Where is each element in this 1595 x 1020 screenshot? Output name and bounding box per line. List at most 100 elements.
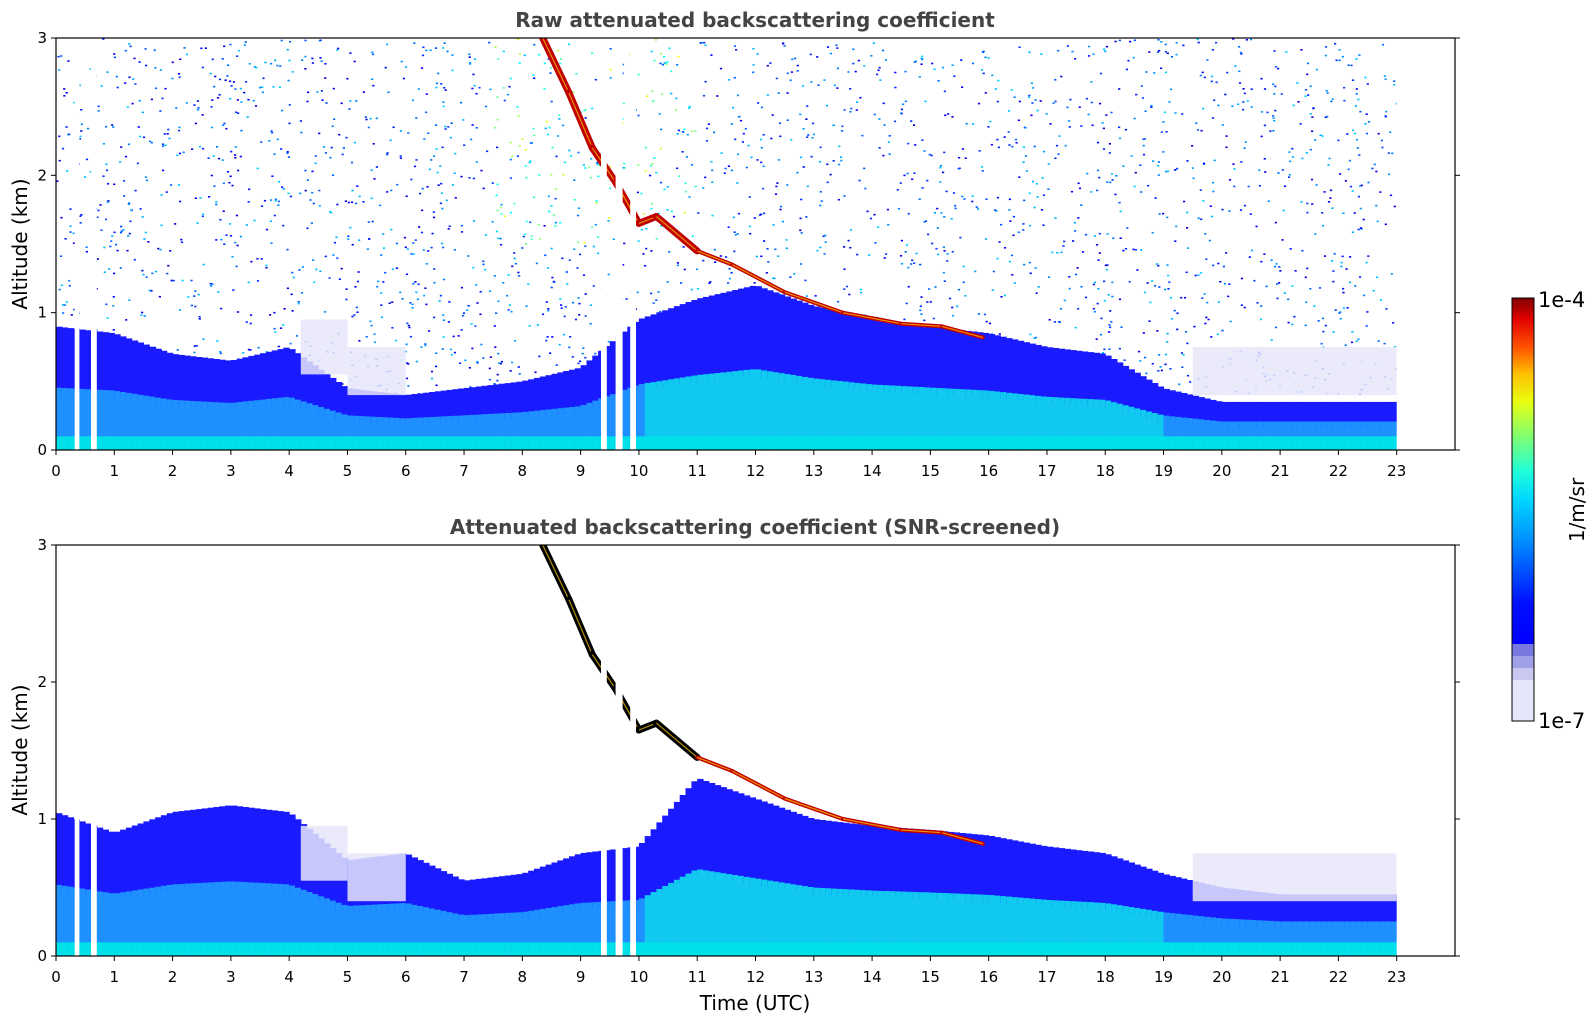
aerosol-layer-column xyxy=(423,862,430,914)
noise-pixel xyxy=(299,120,302,122)
noise-pixel xyxy=(191,148,194,150)
noise-pixel xyxy=(200,47,203,50)
noise-pixel xyxy=(235,265,238,268)
noise-pixel xyxy=(852,62,855,65)
noise-pixel xyxy=(235,111,238,114)
noise-pixel xyxy=(707,123,710,125)
noise-pixel xyxy=(670,92,673,95)
surface-layer-column xyxy=(137,942,144,956)
surface-layer-column xyxy=(1361,436,1369,450)
noise-pixel xyxy=(1080,285,1083,288)
aerosol-layer-column xyxy=(1239,889,1246,927)
noise-pixel xyxy=(451,184,454,186)
noise-pixel xyxy=(1243,147,1246,149)
noise-pixel xyxy=(441,146,444,149)
noise-pixel xyxy=(990,143,993,146)
aerosol-layer-column xyxy=(201,882,209,956)
noise-pixel xyxy=(1229,320,1232,323)
noise-pixel xyxy=(414,239,417,241)
aerosol-layer-column xyxy=(160,815,168,893)
noise-pixel xyxy=(907,266,910,269)
noise-pixel xyxy=(991,289,994,291)
aerosol-layer-column xyxy=(1076,350,1083,406)
aerosol-layer-column xyxy=(947,388,955,450)
surface-layer-column xyxy=(1385,436,1392,450)
aerosol-layer-column xyxy=(295,399,302,450)
noise-pixel xyxy=(442,105,445,108)
aerosol-layer-column xyxy=(749,797,757,885)
aerosol-layer-column xyxy=(1303,921,1310,956)
noise-pixel xyxy=(1176,312,1179,315)
noise-pixel xyxy=(1376,220,1379,223)
colorbar-max-label: 1e-4 xyxy=(1538,288,1585,312)
surface-layer-column xyxy=(114,436,121,450)
noise-pixel xyxy=(450,354,453,356)
surface-layer-column xyxy=(574,942,582,956)
aerosol-layer-column xyxy=(429,865,436,916)
surface-layer-column xyxy=(411,436,418,450)
noise-pixel xyxy=(562,174,565,176)
surface-layer-column xyxy=(341,942,348,956)
noise-pixel xyxy=(1327,201,1331,203)
noise-pixel xyxy=(518,275,521,277)
noise-pixel xyxy=(767,261,770,263)
noise-pixel xyxy=(232,81,235,83)
noise-pixel xyxy=(201,66,204,69)
noise-pixel xyxy=(403,236,406,239)
noise-pixel xyxy=(1388,173,1391,176)
aerosol-layer-column xyxy=(1116,905,1124,956)
aerosol-layer-column xyxy=(510,382,518,420)
noise-pixel xyxy=(996,196,999,199)
noise-pixel xyxy=(584,167,587,169)
aerosol-layer-column xyxy=(621,900,628,956)
aerosol-layer-column xyxy=(1122,860,1130,913)
noise-pixel xyxy=(1023,263,1026,266)
noise-pixel xyxy=(1358,54,1361,56)
noise-pixel xyxy=(453,249,456,251)
noise-pixel xyxy=(299,192,302,195)
surface-layer-column xyxy=(1390,436,1398,450)
noise-pixel xyxy=(589,304,593,306)
surface-layer-column xyxy=(516,942,523,956)
aerosol-layer-column xyxy=(808,818,815,894)
noise-pixel xyxy=(214,75,217,78)
noise-pixel xyxy=(636,291,639,294)
surface-layer-column xyxy=(644,942,652,956)
noise-pixel xyxy=(649,164,653,167)
surface-layer-column xyxy=(1355,436,1363,450)
noise-pixel xyxy=(683,211,686,214)
noise-pixel xyxy=(543,62,546,65)
noise-pixel xyxy=(1023,199,1026,202)
noise-pixel xyxy=(223,122,226,125)
aerosol-layer-column xyxy=(1338,921,1345,956)
noise-pixel xyxy=(469,61,472,64)
noise-pixel xyxy=(1182,44,1185,47)
noise-pixel xyxy=(270,242,273,244)
surface-layer-column xyxy=(773,436,780,450)
noise-pixel xyxy=(508,304,511,306)
noise-pixel xyxy=(449,136,452,139)
x-tick-label: 13 xyxy=(804,968,823,986)
aerosol-layer-column xyxy=(277,397,284,450)
noise-pixel xyxy=(376,285,379,288)
aerosol-layer-column xyxy=(930,892,937,956)
noise-pixel xyxy=(134,189,137,192)
aerosol-layer-column xyxy=(802,302,809,384)
surface-layer-column xyxy=(440,942,448,956)
surface-layer-column xyxy=(1017,942,1025,956)
noise-pixel xyxy=(185,102,188,104)
noise-pixel xyxy=(1347,168,1350,171)
noise-pixel xyxy=(1275,263,1278,265)
noise-pixel xyxy=(353,60,356,63)
noise-pixel xyxy=(800,198,803,201)
noise-pixel xyxy=(783,45,786,47)
noise-pixel xyxy=(1074,58,1077,60)
noise-pixel xyxy=(210,174,213,177)
noise-pixel xyxy=(1111,295,1114,298)
surface-layer-column xyxy=(1128,436,1135,450)
noise-pixel xyxy=(451,54,454,56)
aerosol-layer-column xyxy=(673,801,681,887)
noise-pixel xyxy=(900,239,903,242)
surface-layer-column xyxy=(230,436,238,450)
aerosol-layer-column xyxy=(1157,911,1165,956)
